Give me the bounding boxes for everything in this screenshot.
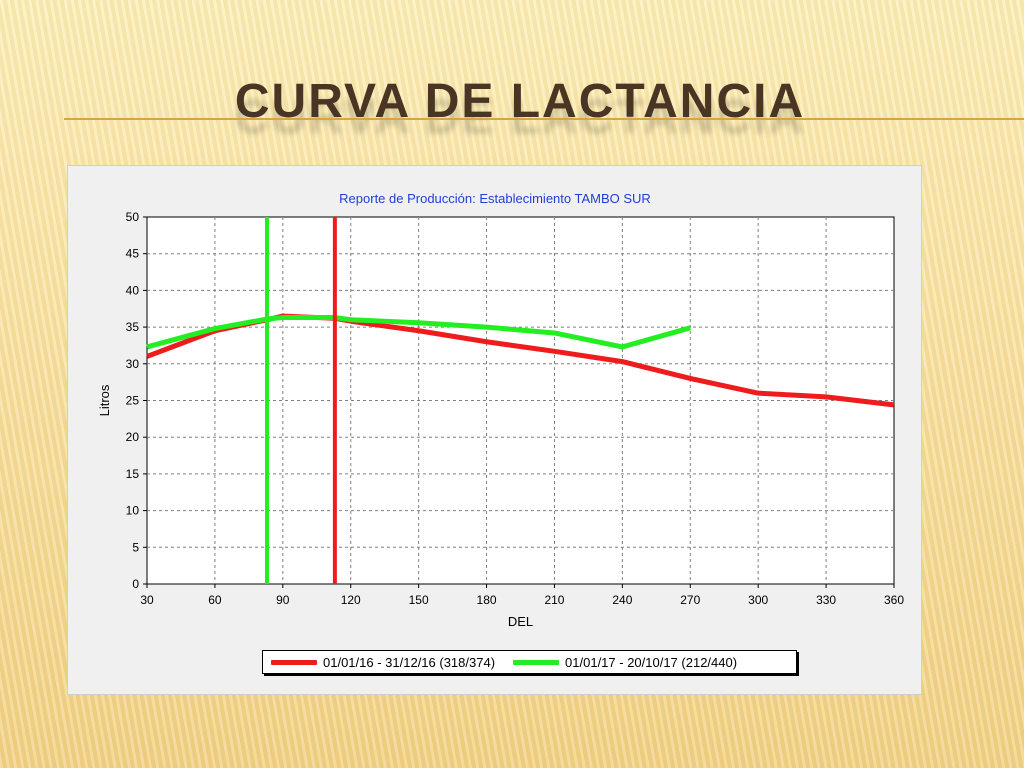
- y-tick-label: 45: [126, 247, 140, 261]
- x-tick-label: 210: [544, 593, 564, 607]
- grid-lines: [147, 217, 894, 584]
- lactation-chart: Reporte de Producción: Establecimiento T…: [97, 191, 904, 629]
- x-axis-label: DEL: [508, 614, 533, 629]
- x-tick-label: 360: [884, 593, 904, 607]
- x-tick-label: 270: [680, 593, 700, 607]
- y-tick-label: 15: [126, 467, 140, 481]
- x-tick-label: 90: [276, 593, 290, 607]
- x-tick-label: 240: [612, 593, 632, 607]
- y-tick-label: 50: [126, 210, 140, 224]
- series-lines: [146, 313, 895, 408]
- legend-item-2016: 01/01/16 - 31/12/16 (318/374): [271, 655, 495, 670]
- legend-swatch-green: [513, 659, 560, 665]
- y-tick-label: 35: [126, 320, 140, 334]
- x-tick-label: 30: [140, 593, 154, 607]
- x-tick-label: 330: [816, 593, 836, 607]
- y-axis-ticks: 0 5 10 15 20 25 30 35 40 45 50: [126, 210, 147, 591]
- chart-legend: 01/01/16 - 31/12/16 (318/374) 01/01/17 -…: [262, 650, 797, 674]
- vertical-markers: [264, 217, 337, 584]
- slide-title: CURVA DE LACTANCIA: [234, 75, 806, 128]
- x-tick-label: 180: [477, 593, 497, 607]
- chart-title: Reporte de Producción: Establecimiento T…: [339, 191, 651, 206]
- x-tick-label: 300: [748, 593, 768, 607]
- series-line-2: [146, 315, 691, 350]
- legend-item-2017: 01/01/17 - 20/10/17 (212/440): [513, 655, 737, 670]
- chart-panel: Reporte de Producción: Establecimiento T…: [68, 166, 921, 694]
- legend-label-2017: 01/01/17 - 20/10/17 (212/440): [565, 654, 738, 670]
- y-tick-label: 25: [126, 394, 140, 408]
- y-axis-label: Litros: [97, 384, 112, 416]
- x-tick-label: 60: [208, 593, 222, 607]
- legend-swatch-red: [271, 659, 317, 665]
- legend-label-2016: 01/01/16 - 31/12/16 (318/374): [323, 654, 496, 670]
- x-tick-label: 150: [409, 593, 429, 607]
- y-tick-label: 10: [126, 504, 140, 518]
- x-axis-ticks: 30 60 90 120 150 180 210 240 270 300 330 360: [140, 584, 904, 607]
- title-divider: [64, 118, 1024, 120]
- x-tick-label: 120: [341, 593, 361, 607]
- y-tick-label: 0: [132, 577, 139, 591]
- y-tick-label: 40: [126, 283, 140, 297]
- y-tick-label: 5: [132, 540, 139, 554]
- y-tick-label: 20: [126, 430, 140, 444]
- y-tick-label: 30: [126, 357, 140, 371]
